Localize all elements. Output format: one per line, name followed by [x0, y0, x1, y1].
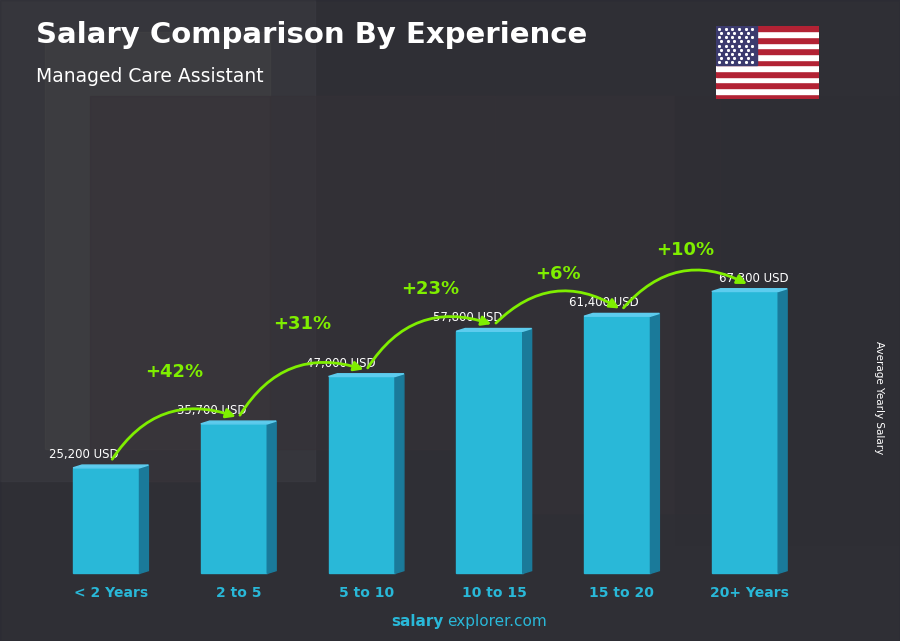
Polygon shape — [328, 374, 404, 376]
Text: +42%: +42% — [146, 363, 203, 381]
Text: +31%: +31% — [274, 315, 331, 333]
Bar — [716, 54, 819, 60]
Polygon shape — [73, 465, 148, 468]
Bar — [73, 468, 140, 574]
Bar — [201, 424, 267, 574]
Text: < 2 Years: < 2 Years — [74, 586, 148, 600]
Polygon shape — [523, 328, 532, 574]
Polygon shape — [267, 421, 276, 574]
Bar — [584, 316, 651, 574]
Text: 5 to 10: 5 to 10 — [338, 586, 394, 600]
Bar — [716, 43, 819, 48]
Polygon shape — [201, 421, 276, 424]
Text: 20+ Years: 20+ Years — [710, 586, 789, 600]
Text: salary: salary — [392, 615, 444, 629]
Bar — [716, 60, 819, 65]
Polygon shape — [651, 313, 660, 574]
Polygon shape — [456, 328, 532, 331]
Text: 35,700 USD: 35,700 USD — [176, 404, 246, 417]
Polygon shape — [712, 288, 788, 292]
Text: Salary Comparison By Experience: Salary Comparison By Experience — [36, 21, 587, 49]
Bar — [675, 96, 900, 545]
Bar — [495, 96, 720, 513]
Bar — [90, 96, 270, 481]
Bar — [328, 376, 395, 574]
Bar — [716, 26, 819, 31]
Text: 47,000 USD: 47,000 USD — [305, 356, 375, 370]
Text: explorer.com: explorer.com — [447, 615, 547, 629]
Bar — [716, 37, 819, 43]
Bar — [45, 32, 270, 449]
Text: 2 to 5: 2 to 5 — [216, 586, 261, 600]
Text: 61,400 USD: 61,400 USD — [569, 296, 638, 309]
Bar — [716, 71, 819, 77]
Bar — [716, 65, 819, 71]
Polygon shape — [778, 288, 788, 574]
Bar — [716, 94, 819, 99]
Bar — [716, 31, 819, 37]
Text: 15 to 20: 15 to 20 — [590, 586, 654, 600]
Text: 25,200 USD: 25,200 USD — [49, 448, 119, 461]
Bar — [716, 48, 819, 54]
Text: Managed Care Assistant: Managed Care Assistant — [36, 67, 264, 87]
Polygon shape — [395, 374, 404, 574]
Polygon shape — [140, 465, 148, 574]
Bar — [716, 88, 819, 94]
Text: Average Yearly Salary: Average Yearly Salary — [874, 341, 884, 454]
Text: 57,800 USD: 57,800 USD — [433, 312, 503, 324]
Bar — [270, 96, 495, 449]
Text: 67,300 USD: 67,300 USD — [719, 272, 789, 285]
Text: 10 to 15: 10 to 15 — [462, 586, 526, 600]
Text: +10%: +10% — [656, 241, 715, 259]
Bar — [716, 77, 819, 82]
Bar — [456, 331, 523, 574]
Bar — [712, 292, 778, 574]
Bar — [716, 26, 757, 65]
Text: +23%: +23% — [401, 281, 459, 299]
Bar — [716, 82, 819, 88]
Bar — [0, 0, 315, 481]
Polygon shape — [584, 313, 660, 316]
Text: +6%: +6% — [535, 265, 581, 283]
